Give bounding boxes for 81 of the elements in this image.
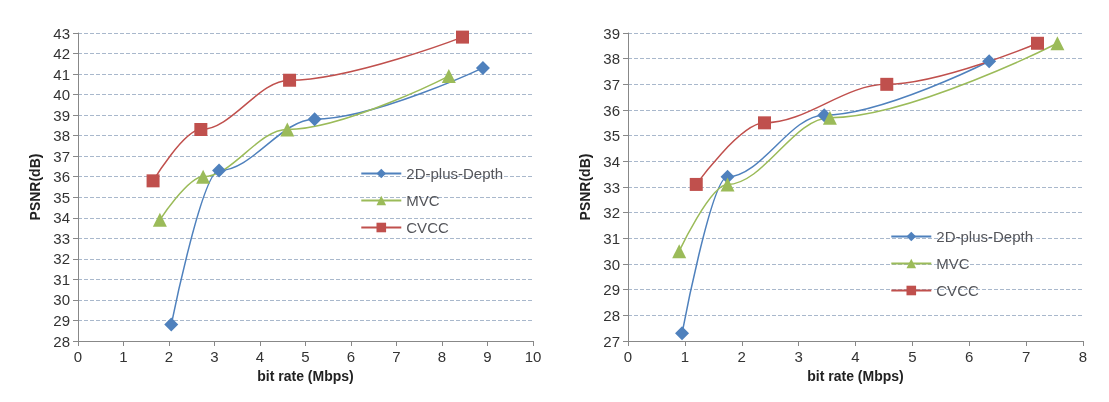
x-tick-label: 9 — [483, 348, 492, 365]
point — [675, 326, 690, 341]
y-tick-label: 32 — [603, 204, 620, 222]
y-tick-label: 33 — [603, 178, 620, 196]
x-axis-title: bit rate (Mbps) — [807, 367, 904, 384]
point — [720, 177, 735, 192]
point — [441, 69, 456, 84]
point — [475, 60, 490, 75]
y-tick-label: 35 — [53, 188, 70, 206]
y-tick-label: 39 — [603, 24, 620, 42]
legend-label: 2D-plus-Depth — [936, 228, 1034, 245]
point — [1031, 36, 1044, 50]
x-tick-label: 4 — [851, 348, 860, 365]
y-tick-label: 38 — [603, 50, 620, 68]
point — [758, 116, 771, 130]
y-tick-label: 40 — [53, 86, 70, 104]
y-tick-label: 32 — [53, 250, 70, 268]
point — [196, 169, 211, 184]
point — [982, 54, 997, 69]
y-tick-label: 28 — [53, 332, 70, 350]
y-tick-label: 33 — [53, 229, 70, 247]
x-tick-label: 7 — [392, 348, 401, 365]
x-tick-label: 2 — [737, 348, 746, 365]
point — [880, 77, 894, 91]
y-tick-label: 35 — [603, 127, 620, 145]
y-tick-label: 30 — [53, 291, 70, 309]
point — [455, 30, 469, 44]
point — [283, 73, 297, 87]
x-tick-label: 0 — [623, 348, 633, 365]
x-tick-label: 0 — [73, 348, 83, 365]
y-tick-label: 42 — [53, 45, 70, 63]
y-tick-label: 29 — [603, 281, 620, 299]
y-tick-label: 34 — [603, 152, 620, 170]
y-tick-label: 38 — [53, 127, 70, 145]
point — [146, 174, 160, 188]
y-tick-label: 31 — [53, 270, 70, 288]
x-tick-label: 5 — [908, 348, 917, 365]
point — [164, 317, 179, 332]
y-tick-label: 34 — [53, 209, 70, 227]
y-tick-label: 37 — [53, 147, 70, 165]
y-tick-label: 27 — [603, 332, 620, 350]
x-tick-label: 2 — [164, 348, 174, 365]
point — [212, 163, 227, 178]
x-tick-label: 4 — [255, 348, 265, 365]
y-tick-label: 28 — [603, 306, 620, 324]
x-tick-label: 5 — [301, 348, 310, 365]
x-tick-label: 8 — [437, 348, 447, 365]
legend-label: CVCC — [936, 282, 979, 299]
legend-label: CVCC — [406, 219, 449, 236]
x-tick-label: 6 — [965, 348, 974, 365]
x-tick-label: 10 — [524, 348, 542, 365]
x-tick-label: 3 — [794, 348, 803, 365]
point — [689, 177, 703, 191]
x-tick-label: 1 — [119, 348, 128, 365]
y-tick-label: 36 — [53, 168, 70, 186]
point — [152, 212, 167, 227]
point — [280, 122, 295, 137]
point — [307, 112, 322, 127]
y-tick-label: 29 — [53, 311, 70, 329]
legend-label: MVC — [406, 192, 440, 209]
y-tick-label: 31 — [603, 229, 620, 247]
x-tick-label: 3 — [210, 348, 219, 365]
x-tick-label: 8 — [1078, 348, 1088, 365]
y-axis-title: PSNR(dB) — [27, 153, 43, 221]
legend-label: MVC — [936, 255, 970, 272]
y-axis-title: PSNR(dB) — [577, 153, 593, 221]
x-axis-title: bit rate (Mbps) — [257, 367, 354, 384]
y-tick-label: 43 — [53, 24, 70, 42]
y-tick-label: 41 — [53, 65, 70, 83]
point — [672, 244, 687, 259]
y-tick-label: 36 — [603, 101, 620, 119]
x-tick-label: 6 — [346, 348, 356, 365]
legend-label: 2D-plus-Depth — [406, 165, 504, 182]
y-tick-label: 37 — [603, 75, 620, 93]
y-tick-label: 30 — [603, 255, 620, 273]
point — [194, 123, 208, 137]
x-tick-label: 1 — [680, 348, 690, 365]
point — [1050, 36, 1065, 51]
point — [822, 110, 837, 125]
y-tick-label: 39 — [53, 106, 70, 124]
x-tick-label: 7 — [1021, 348, 1031, 365]
